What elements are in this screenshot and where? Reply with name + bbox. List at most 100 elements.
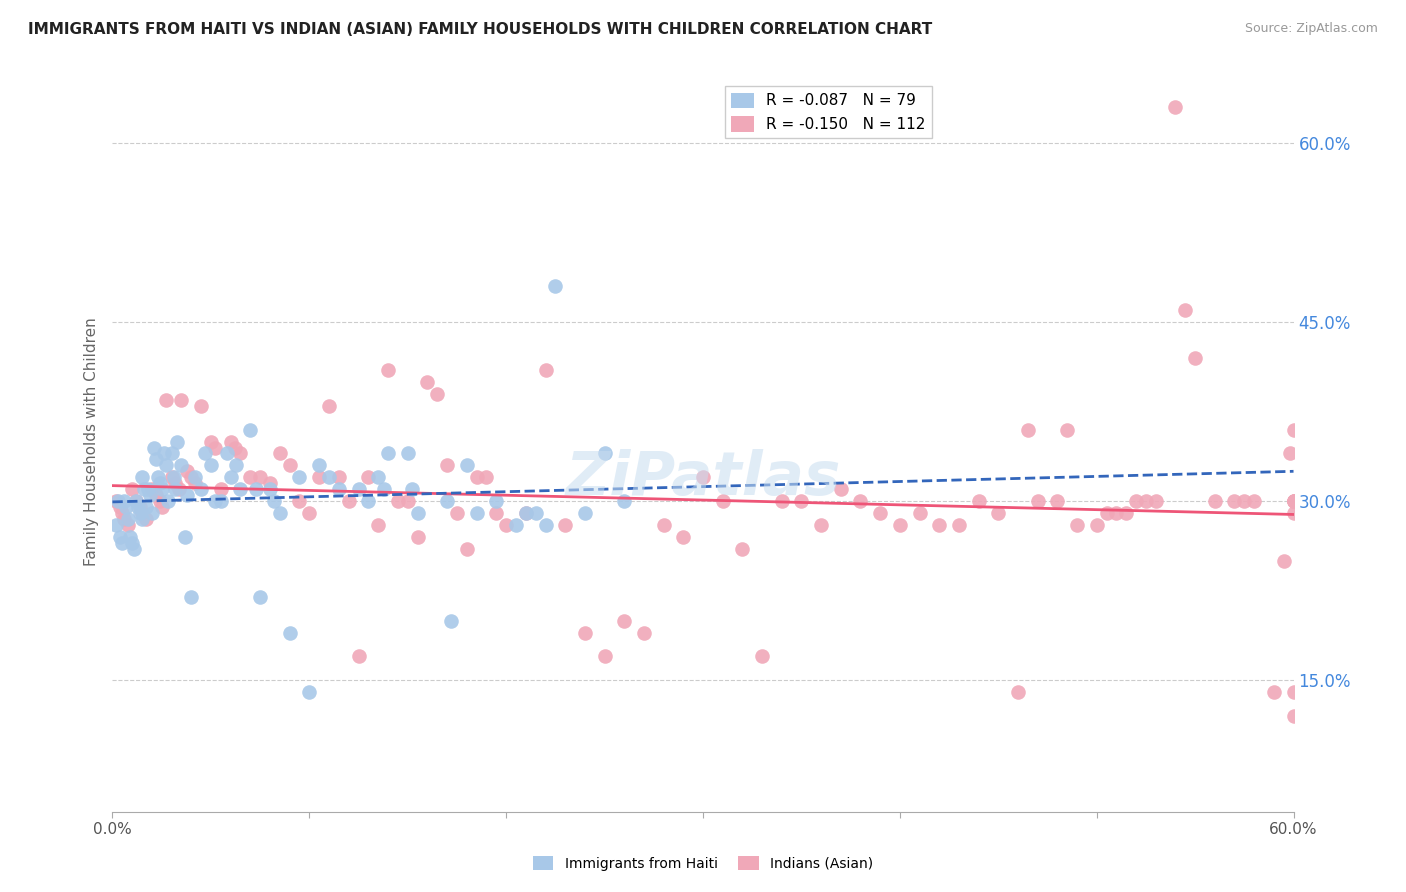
Point [1282,506,1305,520]
Point [456,458,478,473]
Point [288,470,311,484]
Point [810,518,832,533]
Point [1282,494,1305,508]
Point [948,518,970,533]
Point [485,506,508,520]
Point [318,470,340,484]
Point [150,483,173,497]
Point [465,506,488,520]
Point [204,441,226,455]
Point [1243,494,1265,508]
Point [170,392,193,407]
Point [465,470,488,484]
Point [184,470,207,484]
Point [263,494,285,508]
Point [288,494,311,508]
Point [574,506,596,520]
Point [259,483,281,497]
Point [1056,423,1078,437]
Point [160,446,183,460]
Point [1066,518,1088,533]
Point [1115,506,1137,520]
Point [239,423,262,437]
Point [987,506,1010,520]
Point [908,506,931,520]
Point [692,470,714,484]
Point [328,483,350,497]
Point [495,518,517,533]
Point [1204,494,1226,508]
Point [440,614,463,628]
Point [652,518,675,533]
Point [249,590,271,604]
Point [219,470,242,484]
Point [131,512,153,526]
Point [122,541,145,556]
Point [1017,423,1039,437]
Point [1007,685,1029,699]
Point [1282,423,1305,437]
Point [200,434,222,449]
Point [125,494,148,508]
Point [190,399,212,413]
Point [524,506,547,520]
Point [132,483,155,497]
Point [125,494,148,508]
Point [357,470,380,484]
Point [751,649,773,664]
Text: ZiPatlas: ZiPatlas [565,449,841,508]
Point [1144,494,1167,508]
Point [141,506,163,520]
Point [170,458,193,473]
Point [367,470,389,484]
Point [117,518,139,533]
Point [180,470,202,484]
Point [367,518,389,533]
Point [204,494,226,508]
Point [711,494,734,508]
Point [224,441,246,455]
Point [142,441,165,455]
Point [613,494,636,508]
Y-axis label: Family Households with Children: Family Households with Children [83,318,98,566]
Point [129,500,152,515]
Point [475,470,498,484]
Point [269,446,291,460]
Point [105,494,128,508]
Point [278,625,301,640]
Point [377,363,399,377]
Point [219,434,242,449]
Point [174,530,197,544]
Point [373,483,395,497]
Point [790,494,813,508]
Point [426,386,449,401]
Point [131,506,153,520]
Point [1278,446,1301,460]
Point [505,518,527,533]
Point [593,446,616,460]
Point [731,541,754,556]
Point [229,446,252,460]
Point [115,500,138,515]
Point [215,446,238,460]
Point [928,518,950,533]
Point [200,458,222,473]
Point [127,500,149,515]
Point [318,399,340,413]
Point [110,530,132,544]
Point [401,483,423,497]
Point [184,476,207,491]
Point [967,494,990,508]
Point [1282,709,1305,723]
Legend: R = -0.087   N = 79, R = -0.150   N = 112: R = -0.087 N = 79, R = -0.150 N = 112 [725,87,932,138]
Point [308,470,330,484]
Point [1282,494,1305,508]
Point [515,506,537,520]
Point [176,464,198,478]
Point [672,530,695,544]
Point [1282,685,1305,699]
Point [770,494,793,508]
Point [141,483,163,497]
Point [830,483,852,497]
Point [194,446,217,460]
